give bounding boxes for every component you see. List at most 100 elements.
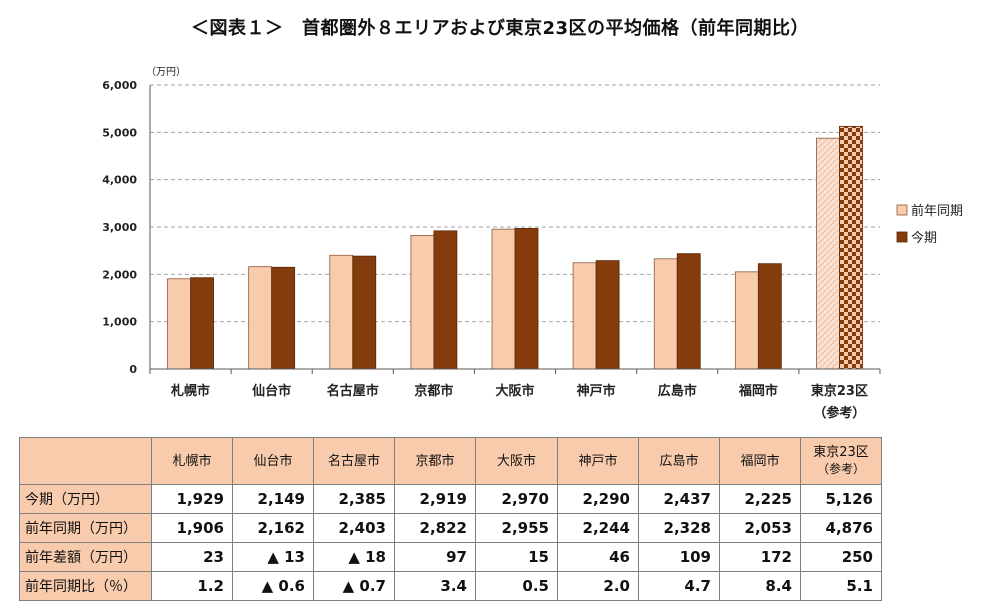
table-header-cell: 大阪市 [475,437,558,485]
table-header-label: 仙台市 [253,453,293,469]
table-cell: 2,955 [475,513,558,543]
table-header-cell: 広島市 [638,437,720,485]
table-cell: 2,290 [557,484,639,514]
table-header-row: 札幌市 仙台市 名古屋市 京都市 大阪市 神戸市 広島市 福岡市 東京23区 （参考） [19,437,882,485]
figure-title: ＜図表１＞ 首都圏外８エリアおよび東京23区の平均価格（前年同期比） [190,18,810,39]
bar-prev-2 [248,266,273,370]
table-header-label: 京都市 [415,453,455,469]
table-header-cell: 神戸市 [557,437,639,485]
bar-curr-1 [190,277,214,370]
bar-curr-3 [352,255,377,370]
table-header-label: 札幌市 [172,453,212,469]
table-cell: 0.5 [475,571,558,601]
legend-label: 前年同期 [911,203,963,219]
table-cell: 2.0 [557,571,639,601]
table-cell: 2,328 [638,513,720,543]
legend-label: 今期 [911,230,937,246]
bar-prev-8 [734,271,759,370]
table-cell: 3.4 [394,571,476,601]
bar-curr-7 [676,253,701,370]
table-header-label: 名古屋市 [327,453,380,469]
table-header-label: 神戸市 [578,453,618,469]
x-tick-label: 福岡市 [738,383,778,399]
table-cell: 2,162 [232,513,314,543]
table-cell: 1.2 [151,571,233,601]
table-cell: 97 [394,542,476,572]
table-cell: 5.1 [800,571,882,601]
x-tick-label: 札幌市 [170,383,210,399]
table-cell: 2,053 [719,513,801,543]
table-header-label: 福岡市 [740,453,780,469]
table-cell: 2,149 [232,484,314,514]
table-header-cell: 東京23区 （参考） [800,437,882,485]
x-tick-label: 大阪市 [495,383,534,399]
table-cell: 2,437 [638,484,720,514]
bar-prev-1 [167,278,191,370]
data-table: 札幌市 仙台市 名古屋市 京都市 大阪市 神戸市 広島市 福岡市 東京23区 （参考） 今期（万円）… [19,437,882,601]
table-row: 今期（万円） 1,929 2,149 2,385 2,919 2,970 2,290 2,43… [19,484,882,514]
bar-chart: （万円） 0 1,000 2,000 3,000 4,000 5,000 6,000 札幌市 仙台… [102,66,963,421]
bar-curr-4 [433,230,458,370]
y-tick-label: 1,000 [102,316,137,329]
x-tick-note: （参考） [813,405,865,421]
table-header-cell: 札幌市 [151,437,233,485]
x-tick-label: 仙台市 [252,383,291,399]
table-cell: ▲ 0.6 [232,571,314,601]
table-cell: 4,876 [800,513,882,543]
y-tick-label: 0 [129,363,137,376]
legend-swatch [896,204,908,216]
table-row: 前年差額（万円） 23 ▲ 13 ▲ 18 97 15 46 109 172 250 [19,542,882,572]
table-cell: 172 [719,542,801,572]
y-tick-label: 3,000 [102,221,137,234]
table-cell: 2,385 [313,484,395,514]
y-tick-label: 4,000 [102,174,137,187]
bar-prev-7 [653,258,678,370]
table-row-label: 前年同期（万円） [19,513,152,543]
table-row-label: 前年差額（万円） [19,542,152,572]
y-tick-label: 5,000 [102,126,137,139]
bar-prev-4 [410,235,435,370]
table-header-cell: 仙台市 [232,437,314,485]
bar-curr-6 [595,260,620,370]
table-header-note: （参考） [816,462,865,476]
table-cell: ▲ 0.7 [313,571,395,601]
table-header-label: 東京23区 [813,445,869,460]
table-row-label: 今期（万円） [19,484,152,514]
x-tick-label: 京都市 [414,383,453,399]
y-tick-label: 2,000 [102,268,137,281]
x-tick-label: 名古屋市 [327,383,379,399]
table-header-cell: 名古屋市 [313,437,395,485]
x-tick-label: 東京23区 [811,383,868,399]
y-unit-label: （万円） [146,66,186,78]
table-cell: 1,929 [151,484,233,514]
table-header-cell: 京都市 [394,437,476,485]
table-cell: 46 [557,542,639,572]
table-cell: 2,970 [475,484,558,514]
table-header-cell: 福岡市 [719,437,801,485]
table-cell: 2,919 [394,484,476,514]
table-cell: 8.4 [719,571,801,601]
table-row: 前年同期（万円） 1,906 2,162 2,403 2,822 2,955 2,244 2,… [19,513,882,543]
table-cell: 109 [638,542,720,572]
table-cell: 4.7 [638,571,720,601]
table-header-label: 広島市 [659,453,699,469]
table-cell: ▲ 13 [232,542,314,572]
bar-prev-5 [491,228,516,370]
table-cell: 5,126 [800,484,882,514]
table-cell: 250 [800,542,882,572]
table-row-label: 前年同期比（％） [19,571,152,601]
y-tick-label: 6,000 [102,79,137,92]
table-cell: 1,906 [151,513,233,543]
table-cell: 2,225 [719,484,801,514]
table-corner-cell [19,437,152,485]
bar-curr-9 [839,125,863,370]
legend-swatch [896,231,908,243]
bar-curr-5 [514,228,539,370]
table-cell: ▲ 18 [313,542,395,572]
table-cell: 2,244 [557,513,639,543]
bar-prev-6 [572,262,597,370]
table-cell: 15 [475,542,558,572]
bar-curr-2 [271,266,296,370]
bar-prev-3 [329,254,354,370]
bar-curr-8 [757,263,782,370]
